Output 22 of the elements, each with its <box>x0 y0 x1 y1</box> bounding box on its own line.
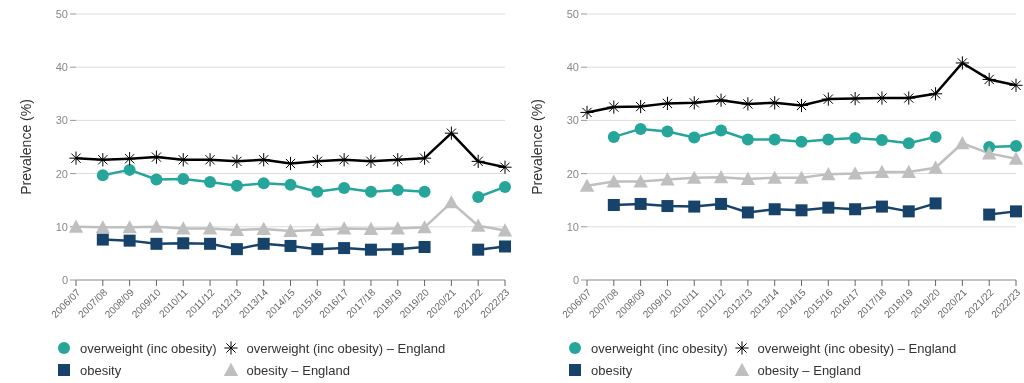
legend-label: overweight (inc obesity) <box>80 340 217 356</box>
y-tick-label: 20 <box>566 167 579 180</box>
legend-label: obesity – England <box>757 362 861 378</box>
y-tick-label: 50 <box>55 7 68 20</box>
legend-label: obesity <box>591 362 633 378</box>
y-tick-label: 20 <box>55 167 68 180</box>
y-axis-title: Prevalence (%) <box>17 99 34 195</box>
y-tick-label: 0 <box>61 273 68 286</box>
legend-label: overweight (inc obesity) – England <box>246 340 446 356</box>
y-tick-label: 30 <box>55 114 68 127</box>
y-tick-label: 30 <box>566 114 579 127</box>
y-tick-label: 10 <box>566 220 579 233</box>
legend-label: obesity <box>80 362 122 378</box>
y-tick-label: 0 <box>572 273 579 286</box>
legend-label: overweight (inc obesity) – England <box>757 340 957 356</box>
legend-label: overweight (inc obesity) <box>591 340 728 356</box>
y-tick-label: 40 <box>566 61 579 74</box>
legend-label: obesity – England <box>246 362 350 378</box>
y-tick-label: 40 <box>55 61 68 74</box>
y-tick-label: 50 <box>566 7 579 20</box>
y-axis-title: Prevalence (%) <box>528 99 545 195</box>
y-tick-label: 10 <box>55 220 68 233</box>
